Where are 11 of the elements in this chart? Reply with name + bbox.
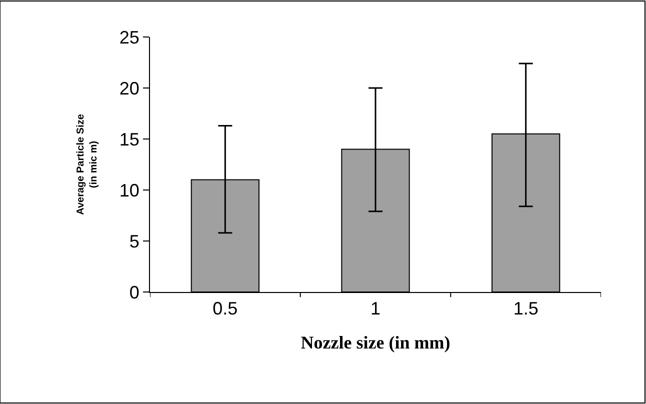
y-tick-label: 5 <box>129 231 140 252</box>
y-tick-label: 20 <box>119 78 140 98</box>
y-tick-label: 25 <box>119 27 140 48</box>
x-tick-label: 1 <box>370 298 381 319</box>
x-tick-label: 0.5 <box>212 298 238 319</box>
y-axis-title: Average Particle Size (in mic m) <box>75 114 100 215</box>
y-tick-label: 15 <box>119 129 140 150</box>
x-tick-label: 1.5 <box>513 298 538 319</box>
x-axis-title: Nozzle size (in mm) <box>300 332 450 353</box>
y-tick-label: 10 <box>119 180 140 200</box>
y-tick-label: 0 <box>129 282 140 302</box>
